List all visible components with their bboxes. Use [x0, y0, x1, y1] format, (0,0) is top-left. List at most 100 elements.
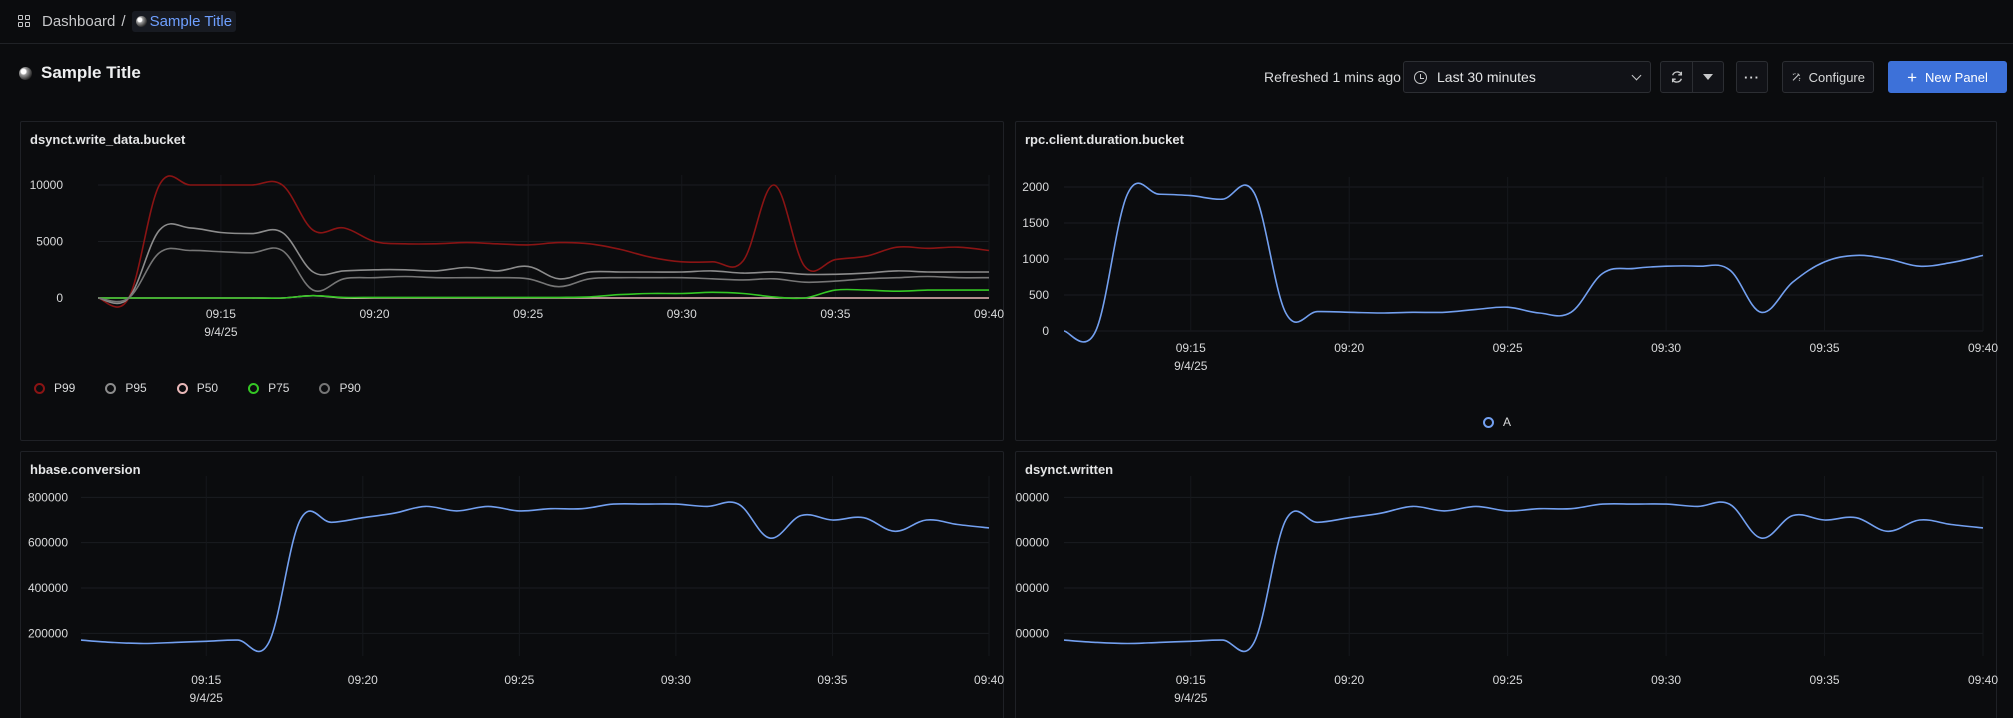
refresh-button[interactable]: [1660, 61, 1693, 93]
y-tick-label: 400000: [1016, 581, 1049, 595]
clock-icon: [1414, 70, 1427, 84]
chart-legend: A: [1483, 415, 1511, 429]
legend-item-p50[interactable]: P50: [176, 381, 219, 395]
caret-down-icon: [1703, 74, 1713, 80]
x-tick-label: 09:15: [191, 673, 221, 687]
x-tick-label: 09:30: [1651, 673, 1681, 687]
x-tick-label: 09:35: [1810, 341, 1840, 355]
series-line-p90: [97, 247, 990, 303]
legend-item-p75[interactable]: P75: [248, 381, 289, 395]
legend-marker-icon: [105, 382, 117, 394]
refreshed-status: Refreshed 1 mins ago: [1264, 69, 1401, 85]
y-tick-label: 10000: [30, 178, 64, 192]
x-tick-label: 09:40: [1968, 341, 1998, 355]
x-tick-label: 09:35: [820, 307, 850, 321]
breadcrumb-current-label: Sample Title: [149, 13, 233, 30]
legend-marker-icon: [248, 382, 260, 394]
dashboard-grid-icon: [18, 14, 32, 29]
series-line-p95: [97, 223, 989, 305]
legend-item-p90[interactable]: P90: [319, 381, 361, 395]
x-tick-label: 09:20: [348, 673, 378, 687]
panel-hbase-conversion[interactable]: hbase.conversion 200000 400000 600000 80000…: [20, 451, 1004, 718]
legend-label: A: [1503, 415, 1512, 429]
new-panel-button[interactable]: + New Panel: [1888, 61, 2007, 93]
legend-item-p99[interactable]: P99: [34, 381, 75, 395]
y-tick-label: 400000: [28, 581, 68, 595]
y-tick-label: 500: [1029, 288, 1049, 302]
breadcrumb: Dashboard / Sample Title: [0, 0, 2013, 44]
dashboard-ball-icon: [19, 66, 32, 80]
panel-rpc-client-duration[interactable]: rpc.client.duration.bucket 0 500 1000 1500 2…: [1015, 121, 1998, 441]
x-tick-label: 09:15: [1176, 673, 1206, 687]
series-line-a: [1063, 501, 1984, 653]
legend-label: P95: [125, 381, 147, 395]
panel-title: dsynct.write_data.bucket: [30, 132, 186, 147]
x-date-label: 9/4/25: [1174, 359, 1208, 373]
y-tick-label: 0: [56, 291, 63, 305]
refresh-interval-dropdown[interactable]: [1692, 61, 1724, 93]
y-tick-label: 800000: [1016, 490, 1049, 504]
legend-item-p95[interactable]: P95: [105, 381, 147, 395]
x-tick-label: 09:15: [206, 307, 236, 321]
refresh-icon: [1671, 71, 1682, 83]
legend-item-a[interactable]: A: [1483, 415, 1511, 429]
legend-label: P50: [196, 381, 219, 395]
y-tick-label: 2000: [1022, 180, 1049, 194]
y-tick-label: 0: [1042, 324, 1049, 338]
y-tick-label: 800000: [28, 490, 68, 504]
x-tick-label: 09:30: [667, 307, 697, 321]
y-tick-label: 1000: [1022, 252, 1049, 266]
x-tick-label: 09:25: [504, 673, 534, 687]
series-line-a: [1063, 182, 1984, 343]
new-panel-label: New Panel: [1925, 69, 1988, 85]
breadcrumb-current[interactable]: Sample Title: [131, 11, 237, 32]
series-line-p99: [97, 175, 990, 308]
time-range-label: Last 30 minutes: [1437, 69, 1536, 85]
x-tick-label: 09:20: [1334, 673, 1364, 687]
panel-write-data-bucket[interactable]: dsynct.write_data.bucket 0 5000 10000 09:15…: [20, 121, 1004, 441]
x-tick-label: 09:40: [974, 307, 1004, 321]
chart-rpc-client-duration: 0 500 1000 1500 2000 09:15 9/4/25 09:20 09:25 09:…: [1022, 177, 1998, 373]
chart-dsynct-written: 200000 400000 600000 800000 09:15 9/4/25 09:20…: [1016, 476, 1998, 705]
series-line-a: [80, 501, 990, 653]
legend-label: P90: [339, 381, 361, 395]
dashboard-ball-icon: [135, 16, 147, 27]
y-tick-label: 1500: [1022, 216, 1049, 230]
x-tick-label: 09:15: [1176, 341, 1206, 355]
plus-icon: +: [1907, 67, 1918, 87]
x-tick-label: 09:20: [1334, 341, 1364, 355]
series-line-p75: [97, 288, 989, 300]
legend-marker-icon: [1483, 416, 1494, 428]
breadcrumb-separator: /: [121, 13, 126, 30]
x-tick-label: 09:30: [661, 673, 691, 687]
y-tick-label: 600000: [1016, 536, 1049, 550]
x-date-label: 9/4/25: [190, 691, 224, 705]
legend-marker-icon: [176, 382, 188, 394]
configure-button[interactable]: Configure: [1782, 61, 1874, 93]
time-range-picker[interactable]: Last 30 minutes: [1403, 61, 1651, 93]
chart-write-data-bucket: 0 5000 10000 09:15 9/4/25 09:20 09:25 09:30 09:3…: [30, 175, 1004, 339]
page-title: Sample Title: [19, 63, 141, 83]
legend-label: P75: [268, 381, 290, 395]
configure-label: Configure: [1808, 69, 1865, 85]
y-tick-label: 5000: [36, 235, 63, 249]
chevron-down-icon: [1631, 70, 1642, 80]
legend-marker-icon: [34, 382, 45, 394]
x-tick-label: 09:40: [1968, 673, 1998, 687]
x-tick-label: 09:25: [513, 307, 543, 321]
x-tick-label: 09:40: [974, 673, 1004, 687]
y-tick-label: 200000: [28, 626, 68, 640]
x-tick-label: 09:30: [1651, 341, 1681, 355]
y-tick-label: 200000: [1016, 626, 1049, 640]
y-tick-label: 600000: [28, 536, 68, 550]
x-tick-label: 09:35: [817, 673, 847, 687]
more-options-button[interactable]: ···: [1736, 61, 1768, 93]
legend-marker-icon: [319, 382, 331, 394]
breadcrumb-dashboard-link[interactable]: Dashboard: [42, 13, 116, 30]
dashboard-header: Sample Title Refreshed 1 mins ago Last 3…: [0, 45, 2013, 115]
x-tick-label: 09:25: [1493, 673, 1523, 687]
panel-title: dsynct.written: [1025, 462, 1114, 477]
x-date-label: 9/4/25: [204, 325, 238, 339]
panel-dsynct-written[interactable]: dsynct.written 200000 400000 600000 800000 0…: [1015, 451, 1998, 718]
x-tick-label: 09:35: [1810, 673, 1840, 687]
